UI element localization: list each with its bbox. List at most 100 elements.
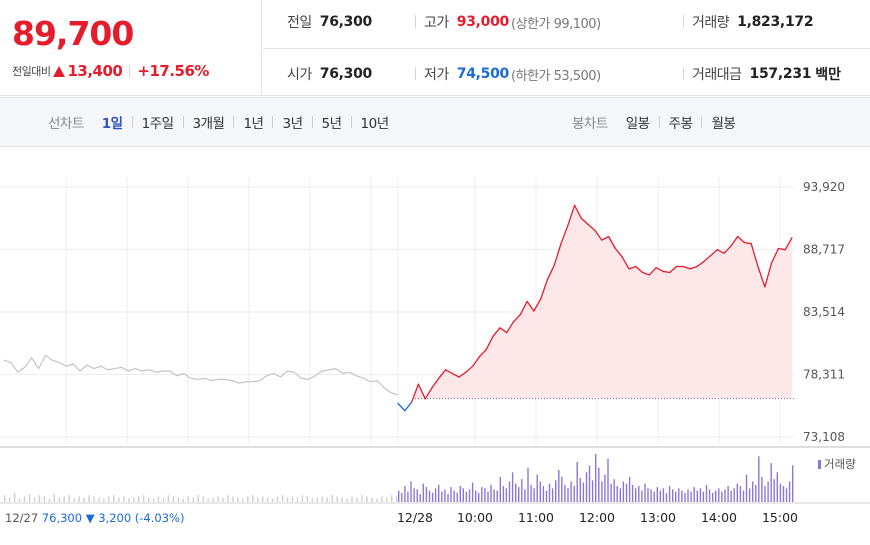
- volume-bar: [28, 494, 31, 502]
- volume-bar: [755, 484, 757, 502]
- volume-bar: [570, 481, 572, 502]
- volume-bar: [705, 484, 708, 502]
- line-tab-2[interactable]: 1주일: [141, 116, 174, 132]
- volume-bar: [785, 488, 788, 502]
- candle-chart-tabs: 봉차트 일봉 주봉 월봉: [572, 98, 736, 146]
- candle-tab-3[interactable]: 월봉: [711, 116, 736, 132]
- open-cell: 시가 76,300: [287, 63, 372, 85]
- volume-bar: [518, 487, 520, 502]
- today-line-segment: [472, 355, 481, 367]
- today-line-segment: [655, 267, 664, 272]
- volume-bar: [788, 481, 791, 502]
- volume-bar: [172, 496, 175, 502]
- volume-bar: [527, 467, 529, 502]
- volume-bar: [752, 481, 754, 502]
- quote-details: 전일 76,300 고가 93,000 (상한가 99,100) 거래량 1,8…: [263, 0, 870, 96]
- volume-bar: [48, 498, 51, 502]
- prev-day-summary: 12/27 76,300 ▼ 3,200 (-4.03%): [5, 511, 184, 525]
- volume-bar: [232, 496, 234, 502]
- volume-bar: [745, 474, 748, 502]
- volume-bar: [128, 498, 130, 502]
- volume-bar: [675, 491, 677, 502]
- today-line-segment: [410, 383, 420, 403]
- volume-bar: [296, 497, 299, 502]
- x-tick-label: 12:00: [579, 510, 615, 525]
- volume-bar: [438, 484, 440, 502]
- line-tab-6[interactable]: 5년: [321, 116, 343, 132]
- candle-tab-2[interactable]: 주봉: [668, 116, 693, 132]
- volume-bar: [217, 496, 219, 502]
- quote-divider: [415, 67, 416, 80]
- volume-bar: [638, 486, 640, 502]
- today-line-segment: [730, 235, 739, 247]
- line-chart-group-label: 선차트: [48, 116, 84, 132]
- volume-bar: [616, 486, 618, 502]
- line-tab-5[interactable]: 3년: [282, 116, 303, 132]
- volume-bar: [465, 491, 468, 502]
- today-line-segment: [424, 387, 433, 400]
- volume-bar: [331, 495, 333, 502]
- volume-bar: [326, 497, 328, 502]
- volume-bar: [93, 496, 95, 502]
- volume-bar: [650, 489, 652, 502]
- today-line-segment: [573, 204, 583, 220]
- current-price: 89,700: [12, 14, 134, 53]
- today-line-segment: [716, 249, 725, 254]
- volume-bar: [539, 481, 541, 502]
- volume-bar: [147, 497, 150, 502]
- volume-bar: [396, 496, 398, 502]
- volume-bar: [316, 497, 318, 502]
- volume-bar: [505, 488, 508, 502]
- volume-bar: [478, 492, 480, 502]
- volume-bar: [515, 483, 517, 502]
- y-tick-label: 73,108: [803, 430, 845, 444]
- volume-bar: [336, 496, 338, 502]
- volume-bar: [502, 486, 505, 502]
- volume-bar: [511, 472, 514, 502]
- today-line-segment: [512, 313, 521, 323]
- volume-bar: [582, 482, 585, 502]
- line-tab-1[interactable]: 1일: [101, 116, 123, 132]
- today-line-segment: [777, 247, 786, 251]
- today-line-segment: [784, 237, 793, 251]
- volume-bar: [83, 497, 85, 502]
- volume-bar: [450, 487, 452, 502]
- volume-bar: [622, 481, 625, 502]
- line-tab-7[interactable]: 10년: [360, 116, 390, 132]
- line-tab-3[interactable]: 3개월: [192, 116, 225, 132]
- volume-bar: [653, 491, 655, 502]
- candle-tab-1[interactable]: 일봉: [625, 116, 650, 132]
- volume-bar: [499, 476, 501, 502]
- volume-bar: [381, 496, 383, 502]
- volume-bar: [730, 490, 732, 502]
- today-line-segment: [506, 321, 515, 334]
- volume-legend-label: 거래량: [824, 457, 856, 471]
- today-line-segment: [696, 261, 705, 268]
- volume-bar: [776, 472, 778, 502]
- volume-bar: [656, 487, 658, 502]
- tab-divider: [311, 116, 313, 128]
- volume-bar: [644, 483, 646, 502]
- tab-divider: [658, 116, 660, 128]
- volume-bar: [53, 494, 55, 502]
- prev-day-change-pct: (-4.03%): [131, 511, 184, 525]
- volume-bar: [237, 497, 239, 502]
- intraday-chart: 93,920 88,717 83,514 78,311 73,108 거래량 12/28…: [0, 150, 870, 545]
- volume-bar: [88, 495, 90, 502]
- price-lines: [3, 204, 795, 412]
- volume-bar: [782, 486, 785, 502]
- line-tab-4[interactable]: 1년: [243, 116, 264, 132]
- volume-bar: [162, 497, 165, 502]
- volume-bar: [157, 496, 160, 502]
- volume-bar: [187, 496, 189, 502]
- today-line-segment: [750, 243, 759, 268]
- volume-value: 1,823,172: [737, 14, 814, 30]
- volume-bar: [736, 483, 738, 502]
- today-line-segment: [444, 369, 453, 375]
- volume-bar: [579, 478, 581, 502]
- trade-value-cell: 거래대금 157,231 백만: [692, 63, 841, 85]
- today-line-segment: [519, 300, 528, 316]
- today-line-segment: [451, 372, 460, 378]
- today-line-segment: [458, 371, 467, 378]
- volume-bar: [545, 490, 548, 502]
